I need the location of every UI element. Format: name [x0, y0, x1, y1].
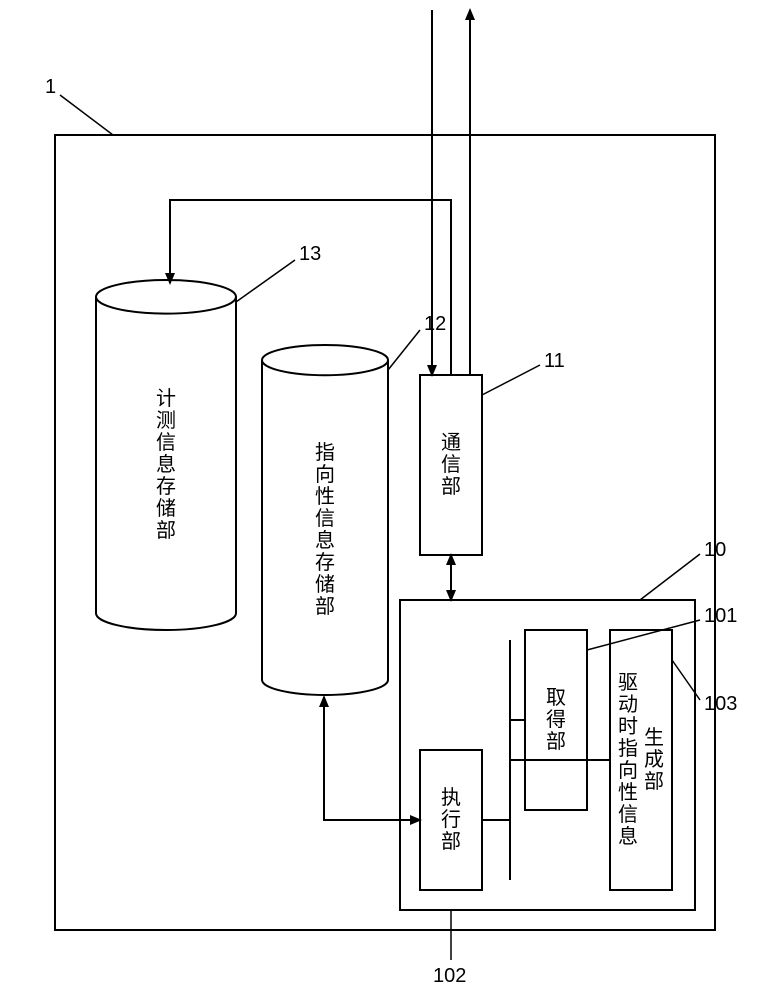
- svg-text:13: 13: [299, 243, 321, 265]
- svg-text:息: 息: [315, 529, 335, 552]
- svg-text:息: 息: [618, 825, 638, 848]
- svg-text:储: 储: [315, 573, 335, 596]
- svg-text:向: 向: [315, 463, 335, 486]
- svg-text:部: 部: [546, 730, 566, 753]
- svg-text:存: 存: [156, 475, 176, 498]
- svg-text:信: 信: [315, 507, 335, 530]
- svg-text:102: 102: [433, 965, 466, 987]
- svg-text:信: 信: [156, 431, 176, 454]
- svg-text:性: 性: [315, 485, 335, 508]
- svg-text:得: 得: [546, 708, 566, 731]
- svg-text:存: 存: [315, 551, 335, 574]
- svg-text:测: 测: [156, 409, 176, 432]
- svg-text:部: 部: [441, 830, 461, 853]
- svg-text:向: 向: [618, 759, 638, 782]
- svg-text:部: 部: [644, 770, 664, 793]
- svg-text:计: 计: [156, 387, 176, 410]
- svg-text:动: 动: [618, 693, 638, 716]
- svg-text:息: 息: [156, 453, 176, 476]
- svg-text:103: 103: [704, 693, 737, 715]
- svg-text:信: 信: [441, 453, 461, 476]
- svg-text:生: 生: [644, 726, 664, 749]
- svg-text:101: 101: [704, 605, 737, 627]
- svg-text:部: 部: [315, 595, 335, 618]
- svg-text:指: 指: [618, 737, 638, 760]
- svg-text:1: 1: [45, 76, 56, 98]
- svg-text:成: 成: [644, 748, 664, 771]
- svg-text:部: 部: [156, 519, 176, 542]
- svg-text:11: 11: [544, 350, 565, 372]
- svg-text:执: 执: [441, 786, 461, 809]
- svg-text:取: 取: [546, 687, 566, 709]
- svg-text:行: 行: [441, 808, 461, 831]
- svg-text:储: 储: [156, 497, 176, 520]
- svg-text:10: 10: [704, 539, 726, 561]
- svg-text:部: 部: [441, 475, 461, 498]
- svg-text:信: 信: [618, 803, 638, 826]
- svg-text:通: 通: [441, 431, 461, 454]
- svg-text:12: 12: [424, 313, 446, 335]
- svg-text:时: 时: [618, 715, 638, 738]
- svg-text:指: 指: [315, 441, 335, 464]
- svg-text:性: 性: [618, 781, 638, 804]
- svg-text:驱: 驱: [618, 671, 638, 694]
